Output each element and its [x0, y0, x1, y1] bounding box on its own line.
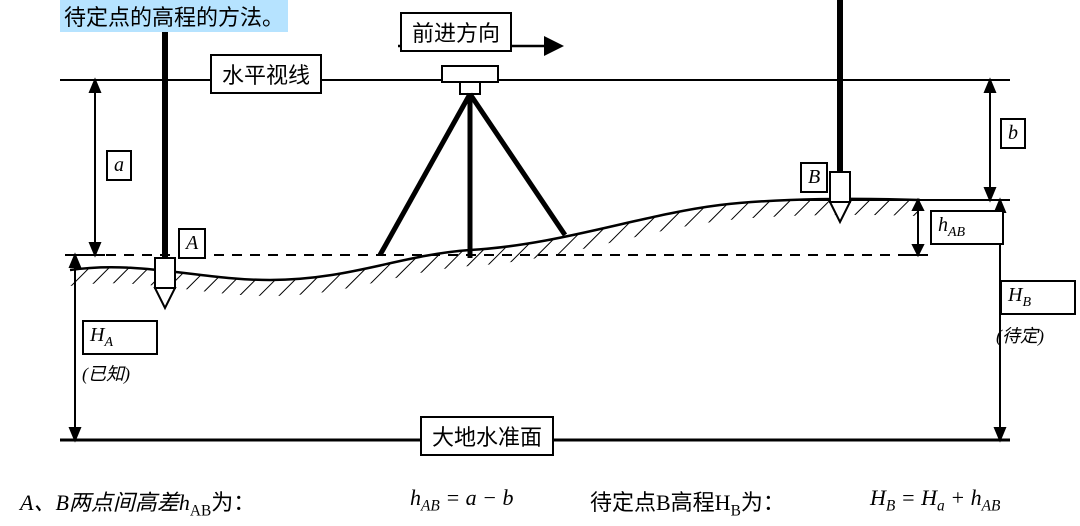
- direction-label: 前进方向: [400, 12, 512, 52]
- leveling-diagram: [0, 0, 1080, 470]
- text-hb: 待定点B高程HB为：: [590, 485, 785, 520]
- label-HB: HB: [1000, 280, 1076, 315]
- label-B: B: [800, 162, 828, 193]
- label-HA-note: (已知): [82, 360, 130, 386]
- dim-a: [85, 80, 105, 255]
- label-a: a: [106, 150, 132, 181]
- label-A: A: [178, 228, 206, 259]
- level-instrument: [442, 66, 498, 94]
- tripod: [380, 94, 565, 258]
- datum-label: 大地水准面: [420, 416, 554, 456]
- dim-b: [980, 80, 1000, 200]
- label-hAB: hAB: [930, 210, 1004, 245]
- label-HB-note: (待定): [996, 322, 1044, 348]
- label-HA: HA: [82, 320, 158, 355]
- text-diff: A、B两点间高差hAB为：: [20, 485, 255, 520]
- eq-hab: hAB = a − b: [410, 485, 514, 515]
- point-a-marker: [155, 258, 175, 308]
- sight-line-label: 水平视线: [210, 54, 322, 94]
- label-b: b: [1000, 118, 1026, 149]
- eq-hb: HB = Ha + hAB: [870, 485, 1000, 515]
- top-note: 待定点的高程的方法。: [60, 0, 288, 32]
